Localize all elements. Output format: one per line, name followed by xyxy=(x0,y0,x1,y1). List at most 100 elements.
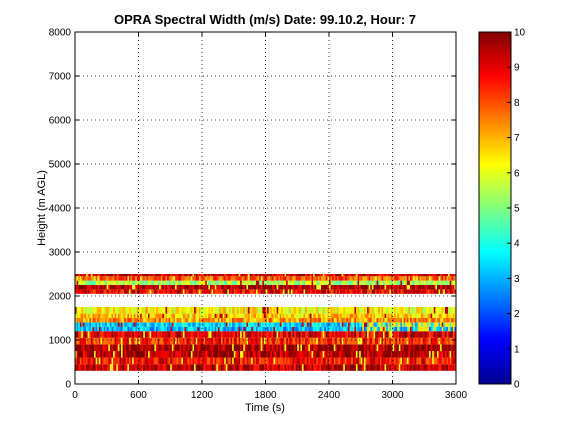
heatmap-cell xyxy=(249,307,252,314)
heatmap-cell xyxy=(221,307,223,314)
heatmap-cell xyxy=(105,318,108,323)
heatmap-cell xyxy=(346,313,349,318)
heatmap-cell xyxy=(297,331,300,338)
heatmap-cell xyxy=(425,326,428,332)
heatmap-cell xyxy=(135,364,138,371)
heatmap-cell xyxy=(330,313,333,318)
heatmap-cell xyxy=(338,318,341,323)
heatmap-cell xyxy=(327,351,330,358)
heatmap-cell xyxy=(309,351,312,358)
heatmap-cell xyxy=(290,344,293,351)
heatmap-cell xyxy=(178,351,181,358)
heatmap-cell xyxy=(240,274,242,277)
heatmap-cell xyxy=(228,289,231,294)
heatmap-cell xyxy=(278,344,281,351)
heatmap-cell xyxy=(94,344,96,351)
heatmap-cell xyxy=(440,322,443,327)
heatmap-cell xyxy=(211,289,214,294)
heatmap-cell xyxy=(448,344,450,351)
heatmap-cell xyxy=(405,331,408,338)
heatmap-cell xyxy=(200,318,203,323)
heatmap-cell xyxy=(286,276,289,281)
heatmap-cell xyxy=(138,318,141,323)
heatmap-cell xyxy=(184,276,187,281)
heatmap-cell xyxy=(76,307,79,314)
heatmap-cell xyxy=(432,322,435,327)
heatmap-cell xyxy=(278,318,281,323)
heatmap-cell xyxy=(263,331,266,338)
heatmap-cell xyxy=(327,331,330,338)
heatmap-cell xyxy=(367,357,369,365)
heatmap-cell xyxy=(432,331,435,338)
heatmap-cell xyxy=(441,337,444,345)
heatmap-cell xyxy=(292,285,295,290)
heatmap-cell xyxy=(421,276,423,281)
heatmap-cell xyxy=(211,364,214,371)
heatmap-cell xyxy=(208,313,211,318)
heatmap-cell xyxy=(192,326,195,332)
heatmap-cell xyxy=(152,364,155,371)
heatmap-cell xyxy=(167,276,169,281)
heatmap-cell xyxy=(262,357,265,365)
heatmap-cell xyxy=(265,280,268,285)
heatmap-cell xyxy=(128,364,131,371)
heatmap-cell xyxy=(371,313,374,318)
heatmap-cell xyxy=(368,318,371,323)
heatmap-cell xyxy=(416,289,419,294)
heatmap-cell xyxy=(309,276,312,281)
heatmap-cell xyxy=(146,280,149,285)
heatmap-cell xyxy=(248,318,250,323)
heatmap-cell xyxy=(379,318,382,323)
heatmap-cell xyxy=(452,313,455,318)
heatmap-cell xyxy=(381,274,384,277)
heatmap-cell xyxy=(228,285,231,290)
heatmap-cell xyxy=(300,351,303,358)
heatmap-cell xyxy=(249,313,252,318)
heatmap-cell xyxy=(402,276,404,281)
heatmap-cell xyxy=(251,289,254,294)
heatmap-cell xyxy=(319,351,322,358)
heatmap-cell xyxy=(187,357,190,365)
heatmap-cell xyxy=(109,285,112,290)
heatmap-cell xyxy=(335,313,338,318)
heatmap-cell xyxy=(394,274,396,277)
heatmap-cell xyxy=(97,289,100,294)
heatmap-cell xyxy=(198,289,201,294)
heatmap-cell xyxy=(275,331,277,338)
heatmap-cell xyxy=(219,280,222,285)
heatmap-cell xyxy=(300,364,303,371)
heatmap-cell xyxy=(141,274,144,277)
heatmap-cell xyxy=(295,337,298,345)
heatmap-cell xyxy=(165,276,168,281)
heatmap-cell xyxy=(413,318,416,323)
heatmap-cell xyxy=(278,331,281,338)
heatmap-cell xyxy=(416,280,419,285)
heatmap-cell xyxy=(157,364,160,371)
heatmap-cell xyxy=(444,313,447,318)
heatmap-cell xyxy=(276,331,279,338)
heatmap-cell xyxy=(176,285,179,290)
heatmap-cell xyxy=(95,326,98,332)
heatmap-cell xyxy=(94,331,96,338)
heatmap-cell xyxy=(248,331,250,338)
heatmap-cell xyxy=(338,313,341,318)
heatmap-cell xyxy=(108,344,111,351)
heatmap-cell xyxy=(362,364,365,371)
heatmap-cell xyxy=(270,285,273,290)
heatmap-cell xyxy=(360,351,363,358)
heatmap-cell xyxy=(297,357,300,365)
heatmap-cell xyxy=(354,289,357,294)
heatmap-cell xyxy=(149,322,152,327)
heatmap-cell xyxy=(306,351,309,358)
heatmap-cell xyxy=(148,307,150,314)
heatmap-cell xyxy=(152,276,155,281)
heatmap-cell xyxy=(427,313,430,318)
heatmap-cell xyxy=(116,276,119,281)
heatmap-cell xyxy=(316,307,319,314)
heatmap-cell xyxy=(336,274,339,277)
heatmap-cell xyxy=(305,357,308,365)
heatmap-cell xyxy=(422,344,425,351)
heatmap-cell xyxy=(313,331,316,338)
heatmap-cell xyxy=(82,274,85,277)
heatmap-cell xyxy=(448,357,450,365)
